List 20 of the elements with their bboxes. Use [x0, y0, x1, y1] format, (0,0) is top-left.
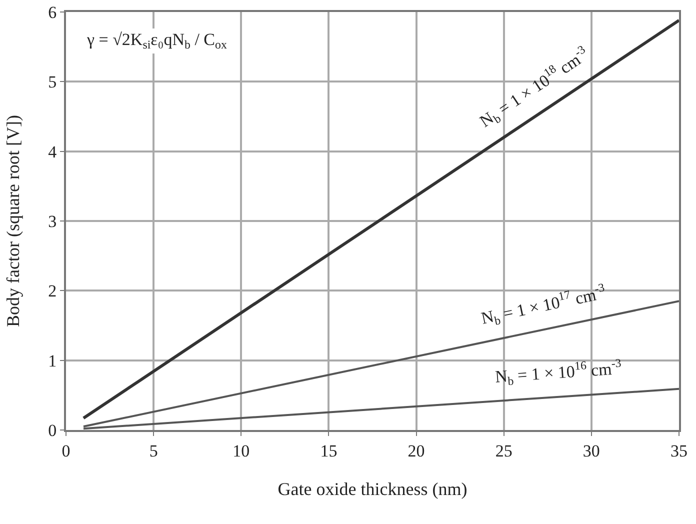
y-tick-label: 3: [48, 212, 57, 231]
x-tick-label: 35: [670, 441, 688, 460]
text: N$_{b}$ = 1 × 10$^{17}$ cm$^{-3}$: [478, 280, 608, 330]
y-tick-label: 1: [48, 351, 57, 370]
y-tick-label: 4: [48, 142, 58, 162]
x-tick-label: 0: [62, 441, 70, 460]
series-label: N$_{b}$ = 1 × 10$^{16}$ cm$^{-3}$: [494, 356, 622, 389]
x-tick-label: 5: [149, 441, 158, 460]
x-tick-label: 10: [232, 441, 250, 460]
y-tick-label: 2: [48, 282, 57, 301]
y-axis-title: Body factor (square root [V]): [3, 115, 23, 327]
x-tick-label: 15: [320, 441, 338, 460]
y-tick-label: 5: [48, 72, 57, 92]
x-tick-label: 25: [495, 441, 512, 460]
x-tick-label: 30: [582, 441, 600, 460]
x-axis-title: Gate oxide thickness (nm): [278, 479, 468, 499]
x-tick-label: 20: [408, 441, 425, 460]
y-tick-label: 6: [48, 2, 57, 22]
y-tick-label: 0: [48, 420, 57, 440]
annotation: γ = √2K$_{si}$ε₀qN$_{b}$ / C$_{ox}$: [86, 30, 227, 52]
